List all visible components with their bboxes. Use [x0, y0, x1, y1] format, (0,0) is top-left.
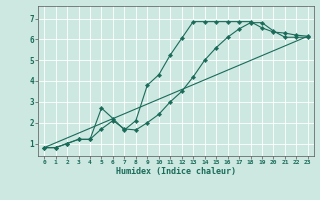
X-axis label: Humidex (Indice chaleur): Humidex (Indice chaleur) — [116, 167, 236, 176]
